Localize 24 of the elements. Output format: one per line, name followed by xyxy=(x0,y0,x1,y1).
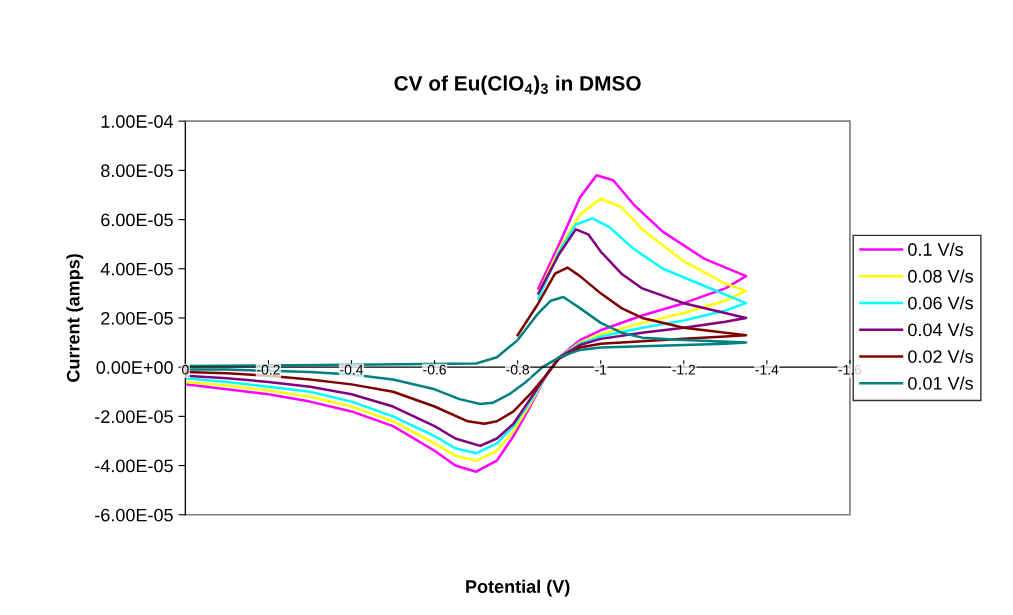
x-tick-label: -1 xyxy=(595,364,607,375)
y-tick-label: -6.00E-05 xyxy=(95,508,173,522)
legend-label: 0.04 V/s xyxy=(908,322,973,337)
x-tick-label: -1.4 xyxy=(755,364,779,375)
x-axis-title: Potential (V) xyxy=(466,579,570,597)
y-tick-label: 6.00E-05 xyxy=(101,213,173,227)
x-tick-label: -0.8 xyxy=(506,364,530,375)
chart-title: CV of Eu(ClO$_{4}$)$_{3}$ in DMSO xyxy=(394,75,641,95)
legend-label: 0.1 V/s xyxy=(908,242,963,256)
x-tick-label: -0.4 xyxy=(340,364,364,375)
y-tick-label: -4.00E-05 xyxy=(95,459,173,473)
y-tick-label: 2.00E-05 xyxy=(101,311,173,325)
y-axis-title: Current (amps) xyxy=(66,254,84,382)
legend-label: 0.08 V/s xyxy=(908,269,973,283)
legend-label: 0.02 V/s xyxy=(908,349,973,363)
legend-label: 0.06 V/s xyxy=(908,296,973,310)
y-tick-label: 0.00E+00 xyxy=(96,361,173,374)
y-tick-label: 4.00E-05 xyxy=(100,262,173,276)
y-tick-label: 1.00E-04 xyxy=(101,115,174,128)
y-tick-label: 8.00E-05 xyxy=(101,164,173,178)
y-tick-label: -2.00E-05 xyxy=(95,410,173,424)
legend-label: 0.01 V/s xyxy=(908,376,973,390)
x-tick-label: -1.2 xyxy=(672,364,696,375)
x-tick-label: -0.6 xyxy=(423,364,446,375)
